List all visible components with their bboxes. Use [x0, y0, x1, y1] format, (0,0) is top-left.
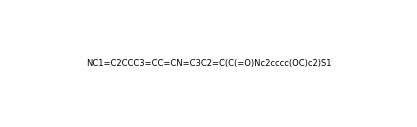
Text: NC1=C2CCC3=CC=CN=C3C2=C(C(=O)Nc2cccc(OC)c2)S1: NC1=C2CCC3=CC=CN=C3C2=C(C(=O)Nc2cccc(OC)… — [86, 59, 331, 68]
